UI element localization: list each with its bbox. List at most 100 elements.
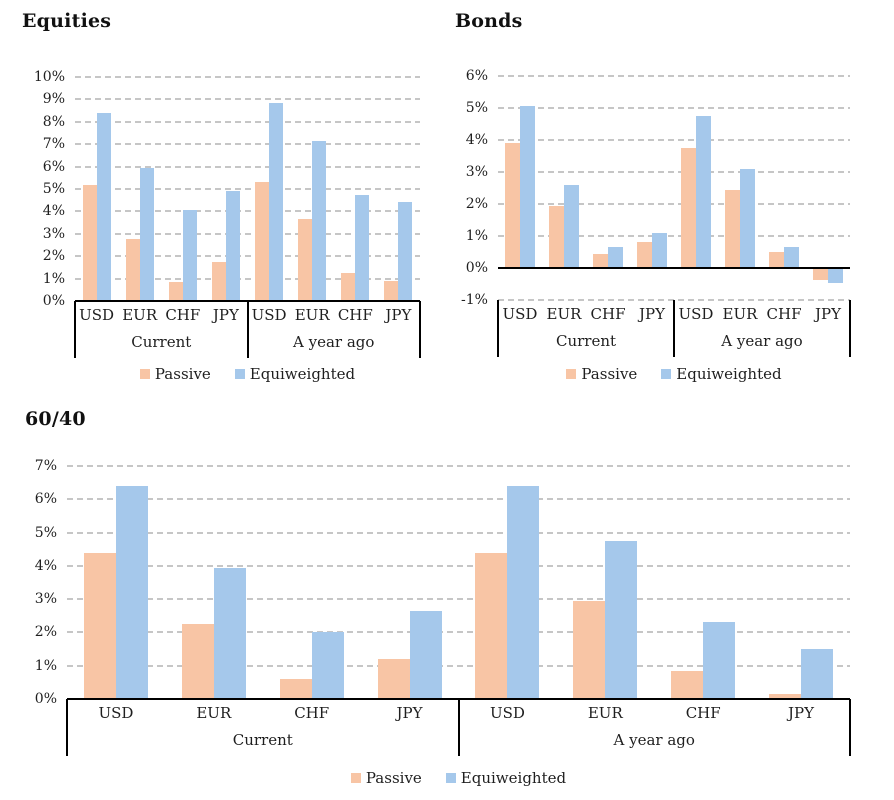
bar-passive	[813, 269, 828, 281]
bar-equiweighted	[564, 184, 579, 268]
gridline	[75, 232, 420, 235]
bar-passive	[549, 205, 564, 268]
y-tick-label: 0%	[42, 293, 65, 309]
y-tick-label: 6%	[42, 158, 65, 175]
y-tick-label: 0%	[34, 691, 57, 707]
legend-label-passive: Passive	[581, 365, 638, 383]
bar-equiweighted	[703, 622, 735, 699]
bar-equiweighted	[784, 247, 799, 268]
legend-label-passive: Passive	[154, 365, 211, 383]
legend-item-equiweighted: Equiweighted	[445, 769, 566, 787]
legend-item-passive: Passive	[566, 365, 637, 383]
bar-passive	[505, 143, 520, 268]
bar-equiweighted	[740, 168, 755, 268]
y-tick-label: 4%	[34, 557, 57, 574]
bar-passive	[475, 552, 507, 699]
equities-chart-title: Equities	[22, 10, 112, 32]
gridline	[67, 465, 850, 467]
y-tick-label: 3%	[42, 225, 65, 242]
legend-swatch-passive	[139, 369, 150, 379]
category-label: EUR	[196, 704, 232, 722]
gridline	[75, 255, 420, 258]
bar-equiweighted	[410, 610, 442, 699]
bar-passive	[671, 670, 703, 699]
legend-item-equiweighted: Equiweighted	[234, 365, 356, 383]
bar-passive	[637, 242, 652, 268]
gridline	[75, 76, 420, 78]
bar-equiweighted	[507, 485, 539, 699]
category-label: CHF	[337, 306, 373, 324]
category-label: CHF	[294, 704, 330, 722]
bar-equiweighted	[520, 106, 535, 268]
sixtyforty-chart: 60/40 7% 6% 5% 4% 3% 2% 1% 0% USD EUR CHF JPY USD EUR…	[0, 400, 894, 800]
bar-passive	[280, 679, 312, 699]
legend-label-equiweighted: Equiweighted	[249, 365, 356, 383]
category-label: JPY	[385, 306, 412, 324]
legend: Passive Equiweighted	[75, 364, 420, 384]
category-label: USD	[98, 704, 134, 722]
bar-equiweighted	[226, 191, 240, 301]
category-label: EUR	[294, 306, 330, 324]
y-tick-label: 10%	[33, 69, 65, 85]
bar-equiweighted	[828, 269, 843, 284]
bar-equiweighted	[696, 116, 711, 268]
axis-border-line	[66, 699, 68, 756]
bar-passive	[212, 261, 226, 301]
bar-passive	[182, 624, 214, 699]
y-tick-label: 7%	[42, 136, 65, 153]
y-tick-label: 4%	[42, 203, 65, 220]
bar-equiweighted	[183, 210, 197, 301]
bar-equiweighted	[116, 485, 148, 699]
y-tick-label: 1%	[465, 228, 488, 244]
gridline	[67, 531, 850, 534]
axis-border-line	[849, 699, 851, 756]
y-tick-label: 2%	[42, 248, 65, 265]
bar-passive	[384, 280, 398, 301]
category-label: JPY	[788, 704, 815, 722]
bar-equiweighted	[652, 232, 667, 268]
y-tick-label: 9%	[42, 91, 65, 108]
bar-equiweighted	[140, 167, 154, 301]
bar-passive	[769, 252, 784, 268]
y-tick-label: 6%	[34, 491, 57, 508]
y-tick-label: 5%	[42, 181, 65, 197]
y-tick-label: 8%	[42, 113, 65, 130]
category-label: CHF	[766, 305, 802, 323]
bar-equiweighted	[608, 247, 623, 268]
category-label: EUR	[546, 305, 582, 323]
category-label: CHF	[165, 306, 201, 324]
legend: Passive Equiweighted	[498, 364, 850, 384]
bar-passive	[681, 148, 696, 268]
y-tick-label: -1%	[461, 292, 488, 308]
bonds-chart-title: Bonds	[455, 10, 523, 32]
group-separator-line	[458, 699, 460, 756]
gridline	[67, 564, 850, 567]
bar-equiweighted	[269, 102, 283, 301]
gridline	[75, 165, 420, 168]
axis-border-line	[74, 301, 76, 358]
bar-passive	[126, 239, 140, 301]
legend-swatch-passive	[566, 369, 577, 379]
bar-passive	[298, 219, 312, 301]
group-separator-line	[247, 301, 249, 358]
axis-border-line	[419, 301, 421, 358]
legend-swatch-equiweighted	[445, 773, 456, 783]
legend-swatch-equiweighted	[661, 369, 672, 379]
group-label: A year ago	[721, 332, 803, 350]
y-tick-label: 1%	[42, 270, 65, 287]
gridline	[75, 98, 420, 101]
category-label: CHF	[685, 704, 721, 722]
gridline	[75, 188, 420, 190]
gridline	[75, 210, 420, 213]
category-label: EUR	[587, 704, 623, 722]
category-label: USD	[489, 704, 525, 722]
category-label: USD	[251, 306, 287, 324]
bar-equiweighted	[97, 112, 111, 301]
legend-item-passive: Passive	[139, 365, 211, 383]
category-label: USD	[502, 305, 538, 323]
legend-item-passive: Passive	[350, 769, 422, 787]
gridline	[498, 75, 850, 77]
category-label: EUR	[722, 305, 758, 323]
y-tick-label: 5%	[465, 100, 488, 116]
gridline	[75, 143, 420, 146]
